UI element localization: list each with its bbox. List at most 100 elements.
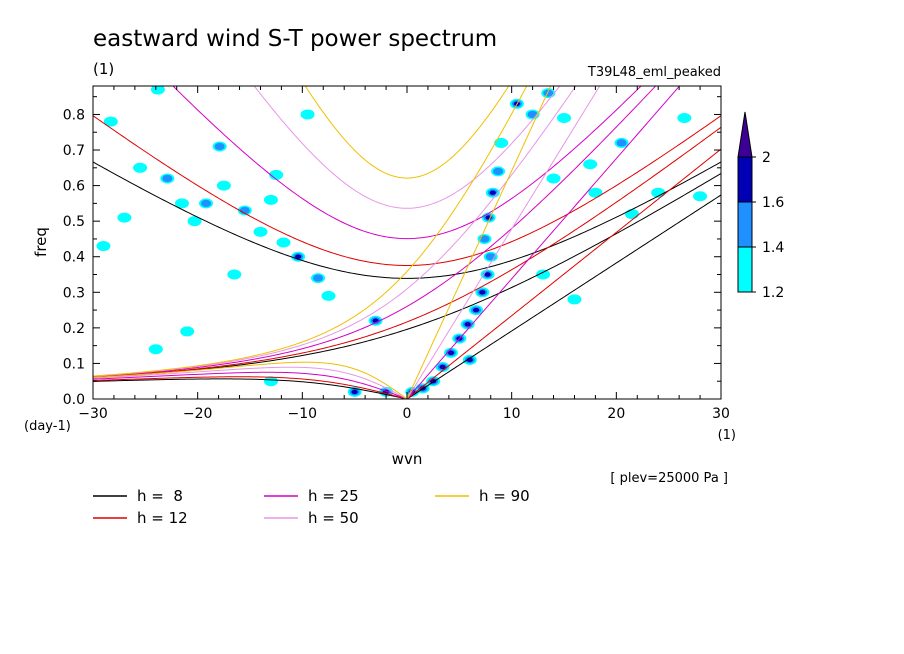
power-contour-level-1 (276, 237, 291, 248)
curve-kelvin-h25 (406, 86, 681, 399)
power-contour-level-3 (472, 307, 480, 313)
power-blob (180, 326, 195, 337)
power-contour-level-1 (567, 294, 582, 305)
power-contour-level-1 (588, 187, 603, 198)
chart-subtitle-left: (1) (93, 60, 114, 78)
power-contour-level-2 (162, 174, 173, 183)
y-tick-label: 0.8 (63, 107, 85, 123)
curve-wig-h12 (93, 115, 721, 267)
power-blob (491, 166, 506, 177)
power-contour-level-1 (321, 290, 336, 301)
power-contour-level-3 (484, 272, 491, 277)
power-contour-level-1 (546, 173, 561, 184)
power-blob (321, 290, 336, 301)
power-contour-level-1 (583, 159, 598, 170)
power-blob (475, 287, 490, 298)
power-blob (263, 194, 278, 205)
x-tick-label: 10 (503, 406, 521, 422)
curve-mrg-h25 (93, 86, 657, 378)
power-contour-level-1 (216, 180, 231, 191)
power-blob (480, 269, 495, 280)
power-contour-level-1 (625, 209, 640, 220)
power-blob (614, 137, 629, 148)
power-blob (174, 198, 189, 209)
power-blob (160, 173, 175, 184)
curve-mrg-h12 (93, 126, 721, 378)
chart-subtitle-right: T39L48_eml_peaked (587, 65, 721, 80)
power-contour-level-1 (187, 216, 202, 227)
colorbar-label: 1.2 (762, 285, 784, 301)
colorbar: 1.2 1.4 1.6 2 (737, 111, 784, 301)
power-blob (651, 187, 666, 198)
x-tick-label: −10 (288, 406, 318, 422)
x-tick-label: 0 (403, 406, 412, 422)
legend-item: h = 90 (435, 487, 530, 505)
power-contour-level-3 (351, 389, 358, 395)
power-blob (546, 173, 561, 184)
chart-title: eastward wind S-T power spectrum (93, 26, 497, 52)
legend-label: h = 90 (479, 487, 530, 505)
colorbar-segment (737, 246, 753, 293)
y-tick-label: 0.6 (63, 179, 85, 195)
power-blob (148, 344, 163, 355)
y-axis-label: freq (32, 227, 50, 257)
power-blob (216, 180, 231, 191)
x-tick-label: 20 (607, 406, 625, 422)
colorbar-label: 1.4 (762, 240, 784, 256)
legend-label: h = 50 (308, 509, 359, 527)
power-blob (227, 269, 242, 280)
power-blob (212, 141, 227, 152)
y-tick-label: 0.1 (63, 356, 85, 372)
plot-area: −30 −20 −10 0 10 20 30 0.00.10.20.30.40.50.60.… (63, 85, 730, 422)
power-blob (187, 216, 202, 227)
power-blob (693, 191, 708, 202)
power-blob (300, 109, 315, 120)
power-contour-level-3 (489, 190, 496, 195)
curve-rossby-h8 (93, 378, 408, 399)
x-tick-label: −20 (183, 406, 213, 422)
power-blob (199, 198, 214, 209)
x-tick-label: −30 (78, 406, 108, 422)
colorbar-segment (737, 156, 753, 203)
level-note: [ plev=25000 Pa ] (610, 471, 728, 486)
x-unit-label: (1) (718, 428, 736, 443)
y-tick-label: 0.0 (63, 392, 85, 408)
legend-label: h = 8 (137, 487, 183, 505)
curve-mrg-h90 (93, 86, 528, 377)
power-blob (263, 376, 278, 387)
power-blob (117, 212, 132, 223)
power-contour-level-2 (201, 199, 212, 207)
power-contour-level-1 (536, 269, 551, 280)
plot-background (93, 86, 721, 399)
power-contour-level-1 (557, 113, 571, 124)
power-blob (557, 113, 571, 124)
power-blob (588, 187, 603, 198)
power-contour-level-1 (651, 187, 666, 198)
curve-rossby-h50 (93, 366, 408, 399)
y-tick-label: 0.2 (63, 321, 85, 337)
legend-label: h = 25 (308, 487, 359, 505)
curve-wig-h8 (93, 161, 721, 279)
curve-mrg-h50 (93, 86, 577, 377)
power-blob (677, 113, 692, 124)
power-contour-level-2 (479, 235, 490, 243)
power-contour-level-2 (616, 139, 627, 147)
power-contour-level-2 (543, 89, 554, 97)
power-blob (276, 237, 291, 248)
curve-rossby-h25 (93, 371, 408, 399)
power-contour-level-4 (481, 291, 484, 294)
colorbar-label: 1.6 (762, 195, 784, 211)
colorbar-label: 2 (762, 150, 771, 166)
power-blob (253, 226, 268, 237)
power-contour-level-1 (133, 162, 148, 173)
power-contour-level-4 (466, 323, 469, 326)
power-contour-level-1 (227, 269, 242, 280)
power-contour-level-1 (148, 344, 163, 355)
curve-wig-h90 (304, 86, 510, 179)
legend-item: h = 8 (93, 487, 183, 505)
power-contour-level-4 (441, 366, 444, 368)
power-contour-level-4 (449, 351, 453, 354)
x-axis-label: wvn (392, 450, 423, 468)
power-contour-level-1 (300, 109, 315, 120)
curve-wig-h25 (172, 86, 642, 240)
